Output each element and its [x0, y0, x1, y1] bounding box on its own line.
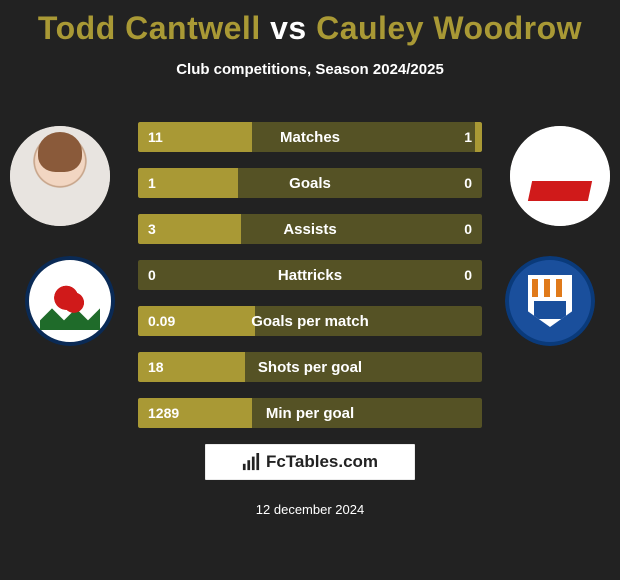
brand-text: FcTables.com: [266, 452, 378, 472]
stat-label: Assists: [138, 214, 482, 244]
stat-row: 10Goals: [138, 168, 482, 198]
stat-row: 111Matches: [138, 122, 482, 152]
brand-logo: FcTables.com: [205, 444, 415, 480]
stat-label: Hattricks: [138, 260, 482, 290]
player2-avatar: [510, 126, 610, 226]
title-player1: Todd Cantwell: [38, 10, 261, 46]
stat-row: 00Hattricks: [138, 260, 482, 290]
stat-row: 1289Min per goal: [138, 398, 482, 428]
subtitle: Club competitions, Season 2024/2025: [0, 61, 620, 78]
stat-label: Matches: [138, 122, 482, 152]
player1-club-badge: [25, 256, 115, 346]
stat-row: 18Shots per goal: [138, 352, 482, 382]
player2-club-badge: [505, 256, 595, 346]
title-vs: vs: [270, 10, 307, 46]
page-title: Todd Cantwell vs Cauley Woodrow: [0, 0, 620, 47]
stat-label: Shots per goal: [138, 352, 482, 382]
stat-label: Goals: [138, 168, 482, 198]
stat-label: Goals per match: [138, 306, 482, 336]
stat-row: 30Assists: [138, 214, 482, 244]
footer-date: 12 december 2024: [0, 502, 620, 517]
player1-avatar: [10, 126, 110, 226]
stat-label: Min per goal: [138, 398, 482, 428]
stat-row: 0.09Goals per match: [138, 306, 482, 336]
bars-icon: [242, 453, 260, 471]
stats-bars: 111Matches 10Goals 30Assists 00Hattricks 0.0…: [138, 122, 482, 444]
title-player2: Cauley Woodrow: [316, 10, 582, 46]
